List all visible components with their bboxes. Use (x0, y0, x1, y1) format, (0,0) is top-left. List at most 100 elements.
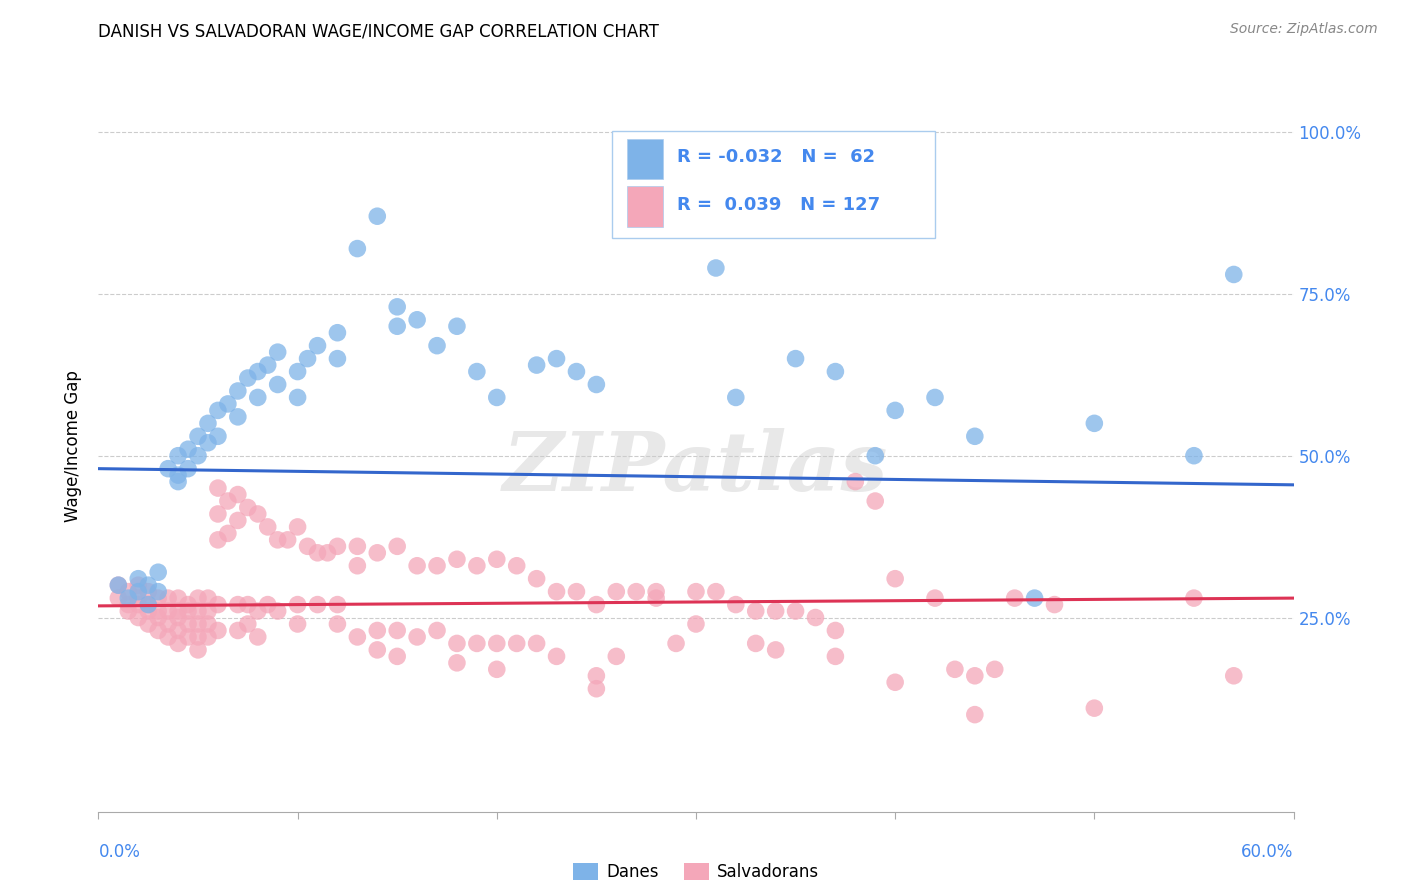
Point (148, 604, 170, 618)
Point (366, 624, 388, 638)
Point (526, 358, 548, 372)
Point (884, 675, 907, 690)
Point (465, 636, 488, 650)
Point (197, 591, 219, 606)
Point (167, 468, 190, 483)
Point (267, 377, 290, 392)
Point (1024, 591, 1046, 606)
Point (117, 584, 139, 599)
Point (297, 351, 319, 366)
Point (863, 494, 887, 508)
Point (963, 669, 986, 683)
FancyBboxPatch shape (613, 131, 935, 237)
Point (157, 461, 180, 475)
Point (346, 630, 368, 644)
Point (366, 209, 388, 223)
Point (884, 572, 907, 586)
Point (127, 584, 149, 599)
Point (645, 591, 668, 606)
Point (745, 604, 768, 618)
Point (585, 669, 607, 683)
Point (385, 319, 409, 334)
Point (406, 558, 429, 573)
Point (824, 624, 846, 638)
Point (485, 391, 508, 405)
Point (148, 624, 170, 638)
Point (506, 636, 529, 650)
Text: R = -0.032   N =  62: R = -0.032 N = 62 (676, 148, 875, 166)
Point (626, 170, 648, 185)
Point (177, 442, 200, 457)
Point (605, 584, 627, 599)
Point (236, 371, 259, 385)
Point (127, 572, 149, 586)
Point (824, 649, 846, 664)
Point (366, 643, 388, 657)
Point (127, 578, 149, 592)
Point (277, 533, 299, 547)
Point (665, 636, 688, 650)
Point (585, 681, 607, 696)
Point (236, 598, 259, 612)
Point (385, 649, 409, 664)
Point (127, 610, 149, 624)
Point (326, 617, 349, 632)
Point (177, 598, 200, 612)
Point (385, 624, 409, 638)
Point (406, 312, 429, 326)
Point (187, 617, 209, 632)
Point (307, 339, 329, 353)
Point (526, 636, 548, 650)
Point (1043, 598, 1066, 612)
Bar (627, 186, 662, 227)
Text: Source: ZipAtlas.com: Source: ZipAtlas.com (1230, 22, 1378, 37)
Point (207, 598, 229, 612)
Y-axis label: Wage/Income Gap: Wage/Income Gap (65, 370, 83, 522)
Point (844, 475, 866, 489)
Point (326, 326, 349, 340)
Point (1004, 591, 1026, 606)
Point (465, 558, 488, 573)
Point (217, 397, 239, 411)
Point (326, 351, 349, 366)
Point (366, 546, 388, 560)
Point (217, 526, 239, 541)
Point (167, 610, 190, 624)
Point (117, 591, 139, 606)
Point (207, 429, 229, 443)
Point (197, 604, 219, 618)
Point (585, 598, 607, 612)
Point (485, 552, 508, 566)
Text: 60.0%: 60.0% (1241, 843, 1294, 861)
Point (426, 624, 449, 638)
Point (297, 539, 319, 553)
Point (645, 584, 668, 599)
Point (157, 591, 180, 606)
Point (136, 584, 159, 599)
Point (226, 487, 249, 501)
Point (287, 617, 309, 632)
Point (704, 260, 727, 275)
Point (785, 604, 807, 618)
Point (963, 707, 986, 722)
Point (167, 475, 190, 489)
Point (127, 598, 149, 612)
Point (267, 604, 290, 618)
Point (157, 604, 180, 618)
Point (446, 319, 468, 334)
Point (685, 617, 707, 632)
Point (316, 546, 339, 560)
Point (207, 533, 229, 547)
Point (924, 391, 946, 405)
Point (426, 558, 449, 573)
Point (346, 558, 368, 573)
Point (197, 417, 219, 431)
Point (207, 624, 229, 638)
Point (187, 643, 209, 657)
Point (704, 584, 727, 599)
Text: R =  0.039   N = 127: R = 0.039 N = 127 (676, 195, 880, 213)
Point (207, 507, 229, 521)
Point (226, 384, 249, 398)
Point (226, 598, 249, 612)
Text: DANISH VS SALVADORAN WAGE/INCOME GAP CORRELATION CHART: DANISH VS SALVADORAN WAGE/INCOME GAP COR… (98, 22, 659, 40)
